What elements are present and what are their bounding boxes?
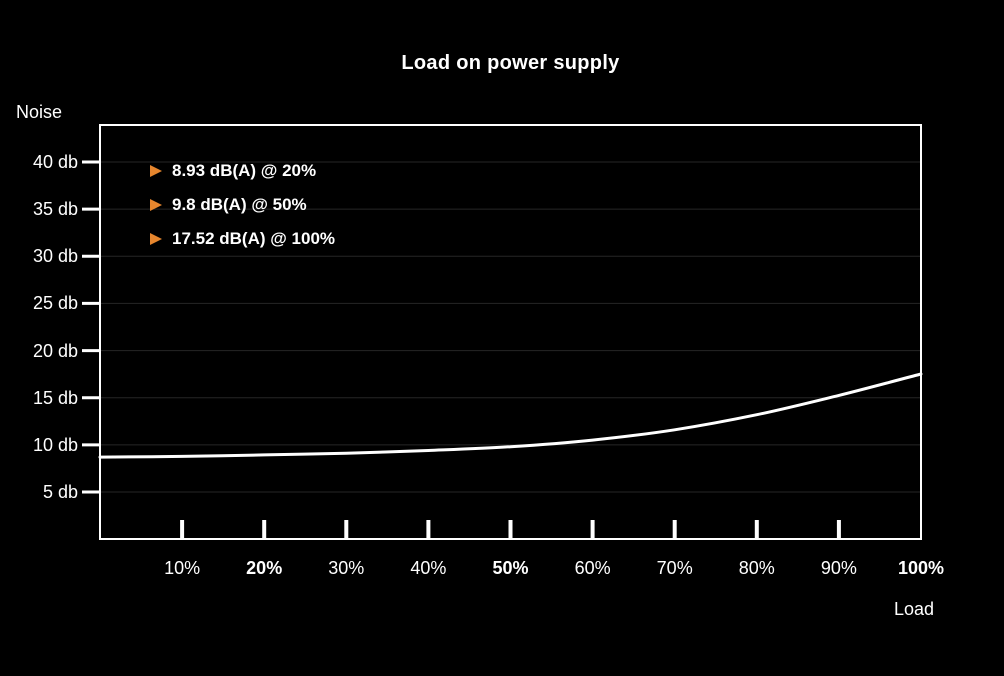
x-axis-title: Load xyxy=(893,599,935,619)
legend: 8.93 dB(A) @ 20% 9.8 dB(A) @ 50% 17.52 dB(… xyxy=(150,160,335,262)
plot-border xyxy=(99,124,922,540)
legend-label: 9.8 dB(A) @ 50% xyxy=(172,194,307,214)
legend-item: 8.93 dB(A) @ 20% xyxy=(150,160,335,181)
y-axis-title: Noise xyxy=(16,102,63,122)
legend-label: 17.52 dB(A) @ 100% xyxy=(172,228,336,248)
triangle-marker-icon xyxy=(150,164,162,177)
legend-label: 8.93 dB(A) @ 20% xyxy=(172,160,317,180)
legend-item: 9.8 dB(A) @ 50% xyxy=(150,194,335,215)
triangle-marker-icon xyxy=(150,232,162,245)
legend-item: 17.52 dB(A) @ 100% xyxy=(150,228,335,249)
chart-title: Load on power supply xyxy=(401,52,620,74)
noise-curve xyxy=(98,372,923,459)
triangle-marker-icon xyxy=(150,198,162,211)
